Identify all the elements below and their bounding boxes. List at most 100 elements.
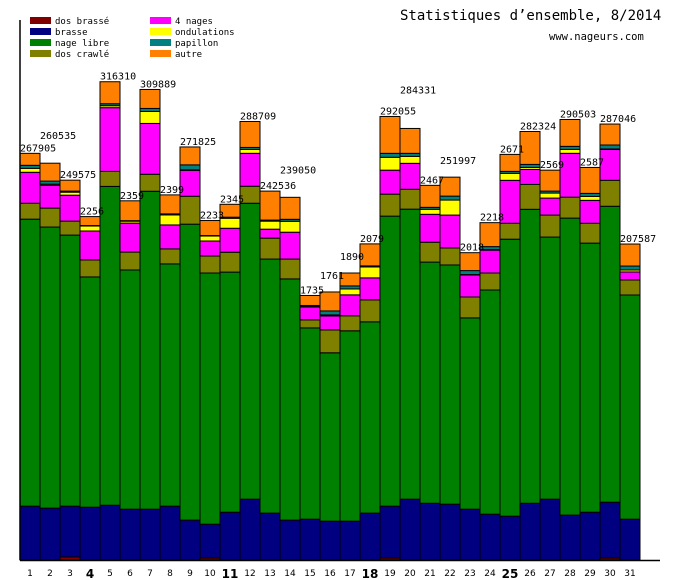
total-label: 2018 <box>460 243 484 254</box>
x-tick-label: 5 <box>107 569 113 579</box>
bar-segment-nage-libre-day-8 <box>159 263 181 507</box>
x-tick-label: 3 <box>67 569 73 579</box>
bar-segment-autre-day-4 <box>79 216 101 227</box>
legend-label: autre <box>175 50 202 60</box>
bar-segment-nage-libre-day-29 <box>579 242 601 513</box>
bar-segment-dos-crawlé-day-10 <box>199 255 221 274</box>
bar-segment-4-nages-day-14 <box>279 231 301 260</box>
bar-segment-brasse-day-2 <box>39 507 61 561</box>
bar-segment-ondulations-day-7 <box>139 110 161 124</box>
bar-segment-brasse-day-12 <box>239 498 261 561</box>
x-tick-label: 25 <box>502 567 519 580</box>
legend-swatch <box>150 17 171 24</box>
bar-segment-autre-day-19 <box>379 115 401 154</box>
bar-day-17 <box>339 272 361 561</box>
bar-segment-autre-day-28 <box>559 119 581 147</box>
bar-segment-autre-day-30 <box>599 123 621 146</box>
total-label: 249575 <box>60 170 96 181</box>
bar-segment-dos-crawlé-day-5 <box>99 170 121 187</box>
bar-segment-nage-libre-day-12 <box>239 202 261 500</box>
legend-swatch <box>150 28 171 35</box>
bar-segment-dos-crawlé-day-21 <box>419 241 441 263</box>
bar-segment-brasse-day-7 <box>139 508 161 561</box>
bar-segment-autre-day-21 <box>419 184 441 208</box>
bar-segment-brasse-day-29 <box>579 511 601 561</box>
total-label: 2256 <box>80 207 104 218</box>
legend-swatch <box>30 28 51 35</box>
bar-segment-nage-libre-day-19 <box>379 215 401 507</box>
bar-segment-brasse-day-3 <box>59 505 81 558</box>
x-tick-label: 17 <box>344 569 355 579</box>
total-label: 239050 <box>280 165 316 176</box>
bar-segment-brasse-day-19 <box>379 505 401 559</box>
total-label: 287046 <box>600 114 636 125</box>
bar-segment-ondulations-day-21 <box>419 208 441 215</box>
legend-label: papillon <box>175 39 218 49</box>
chart-title: Statistiques d’ensemble, 8/2014 <box>400 8 662 24</box>
bar-segment-brasse-day-31 <box>619 518 641 561</box>
bar-segment-nage-libre-day-31 <box>619 294 641 520</box>
x-tick-label: 24 <box>484 569 496 579</box>
bar-day-13 <box>259 190 281 561</box>
bar-day-5 <box>99 81 121 561</box>
bar-segment-ondulations-day-14 <box>279 220 301 233</box>
bar-segment-autre-day-31 <box>619 243 641 267</box>
bar-segment-ondulations-day-18 <box>359 266 381 279</box>
bar-segment-autre-day-5 <box>99 81 121 105</box>
bar-day-22 <box>439 176 461 561</box>
total-label: 251997 <box>440 156 476 167</box>
legend-label: ondulations <box>175 28 235 38</box>
bar-day-19 <box>379 115 401 561</box>
bar-segment-4-nages-day-8 <box>159 224 181 250</box>
bar-segment-4-nages-day-13 <box>259 228 281 239</box>
bar-segment-4-nages-day-20 <box>399 162 421 190</box>
bar-segment-autre-day-12 <box>239 120 261 148</box>
bar-day-12 <box>239 120 261 561</box>
bar-segment-nage-libre-day-25 <box>499 238 521 517</box>
bar-day-3 <box>59 179 81 561</box>
bar-segment-autre-day-1 <box>19 152 41 166</box>
bar-segment-autre-day-14 <box>279 196 301 220</box>
bar-segment-4-nages-day-6 <box>119 222 141 253</box>
chart-subtitle: www.nageurs.com <box>549 31 644 43</box>
bar-day-31 <box>619 243 641 561</box>
bar-segment-brasse-day-9 <box>179 519 201 561</box>
legend-item-papillon: papillon <box>150 39 218 49</box>
bar-segment-nage-libre-day-1 <box>19 218 41 507</box>
bar-segment-papillon-day-9 <box>179 164 201 171</box>
bar-segment-nage-libre-day-3 <box>59 234 81 507</box>
bar-segment-dos-crawlé-day-13 <box>259 237 281 260</box>
bar-segment-ondulations-day-20 <box>399 155 421 164</box>
bar-segment-nage-libre-day-14 <box>279 278 301 521</box>
bar-segment-brasse-day-5 <box>99 504 121 561</box>
total-label: 1890 <box>340 252 364 263</box>
legend-item-dos-crawlé: dos crawlé <box>30 49 109 60</box>
bar-segment-4-nages-day-11 <box>219 227 241 253</box>
bar-segment-ondulations-day-29 <box>579 195 601 201</box>
x-tick-label: 21 <box>424 569 435 579</box>
bar-segment-brasse-day-30 <box>599 501 621 559</box>
bar-day-23 <box>459 252 481 561</box>
bar-segment-ondulations-day-22 <box>439 199 461 216</box>
x-tick-label: 14 <box>284 569 296 579</box>
total-label: 316310 <box>100 72 136 83</box>
legend-label: nage libre <box>55 39 109 49</box>
x-tick-label: 11 <box>222 567 239 580</box>
x-tick-label: 29 <box>584 569 596 579</box>
bar-segment-dos-crawlé-day-7 <box>139 173 161 192</box>
bar-segment-papillon-day-23 <box>459 270 481 276</box>
bar-segment-autre-day-15 <box>299 294 321 306</box>
bar-day-25 <box>499 153 521 561</box>
bar-segment-dos-crawlé-day-30 <box>599 179 621 207</box>
bar-segment-papillon-day-30 <box>599 144 621 150</box>
bar-segment-brasse-day-17 <box>339 520 361 561</box>
bar-day-30 <box>599 123 621 561</box>
bar-segment-autre-day-6 <box>119 200 141 222</box>
bar-segment-papillon-day-19 <box>379 152 401 158</box>
bar-day-7 <box>139 88 161 561</box>
bar-segment-dos-crawlé-day-27 <box>539 214 561 238</box>
bar-segment-4-nages-day-19 <box>379 169 401 195</box>
bar-segment-ondulations-day-10 <box>199 235 221 242</box>
